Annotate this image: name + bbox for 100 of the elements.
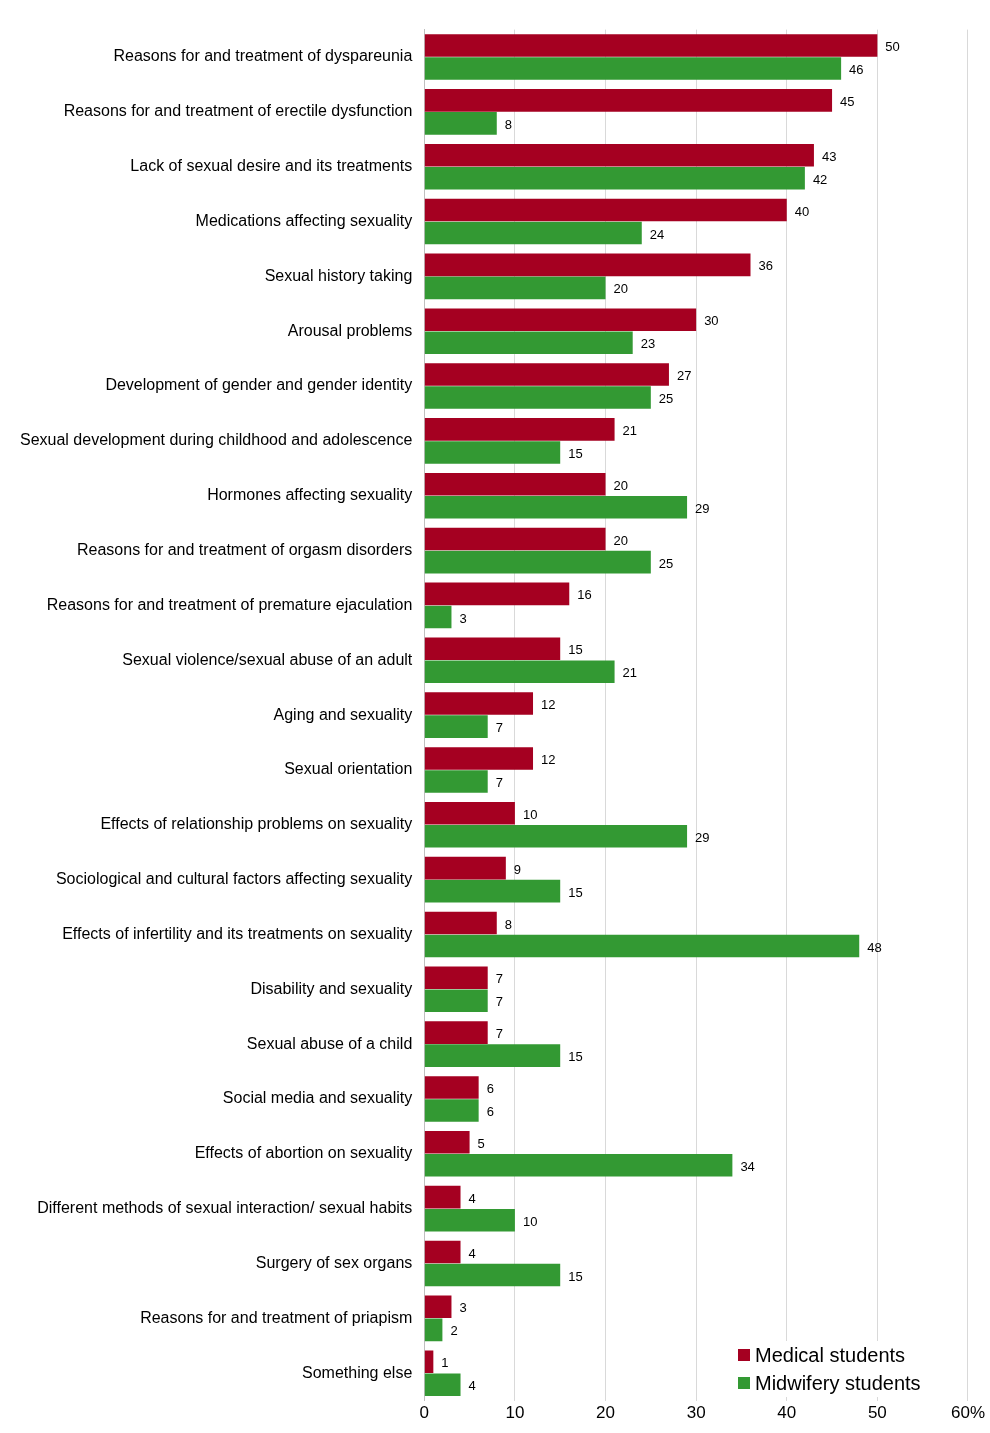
x-tick-label: 60% (950, 1403, 985, 1423)
bar (424, 198, 787, 222)
data-label: 27 (676, 368, 692, 384)
x-tick-label: 30 (686, 1403, 706, 1423)
data-label: 20 (613, 532, 628, 548)
data-label: 15 (568, 642, 583, 658)
y-tick-label: Lack of sexual desire and its treatments (130, 157, 413, 175)
data-label: 6 (486, 1081, 494, 1097)
bar (424, 692, 534, 715)
bar (424, 1208, 515, 1232)
bar (424, 715, 488, 738)
bar (424, 143, 814, 167)
data-label: 25 (658, 555, 674, 571)
y-tick-label: Reasons for and treatment of orgasm disorders (77, 540, 413, 558)
data-label: 34 (740, 1158, 755, 1174)
bar (424, 1185, 461, 1209)
y-tick-label: Sexual abuse of a child (246, 1034, 413, 1052)
y-tick-label: Different methods of sexual interaction/ sexual habits (37, 1199, 413, 1217)
bar (424, 637, 561, 661)
y-tick-label: Reasons for and treatment of priapism (140, 1308, 413, 1326)
data-label: 50 (885, 39, 900, 55)
x-tick-label: 50 (867, 1403, 887, 1423)
data-label: 12 (541, 752, 556, 767)
y-tick-label: Reasons for and treatment of premature ejaculation (46, 595, 413, 613)
bar (424, 441, 561, 464)
y-tick-label: Reasons for and treatment of dyspareunia (113, 47, 413, 65)
y-tick-label: Hormones affecting sexuality (207, 486, 413, 504)
data-label: 7 (495, 994, 503, 1010)
data-label: 3 (459, 1300, 467, 1316)
bar (424, 801, 515, 825)
y-tick-label: Sexual violence/sexual abuse of an adult (122, 650, 413, 668)
bar (424, 1263, 561, 1287)
bar (424, 660, 615, 684)
bar (424, 34, 878, 57)
bar (424, 989, 488, 1013)
data-label: 20 (613, 281, 628, 297)
data-label: 48 (867, 939, 882, 955)
bar (424, 253, 751, 277)
bar (424, 112, 497, 135)
data-label: 8 (504, 116, 513, 132)
data-label: 21 (622, 665, 638, 681)
data-label: 7 (495, 1026, 503, 1042)
y-tick-label: Sociological and cultural factors affecting sexuality (55, 870, 413, 888)
x-tick-label: 40 (777, 1403, 797, 1423)
bar (424, 221, 642, 245)
bar (424, 472, 606, 496)
bar (424, 856, 506, 880)
bar (424, 495, 688, 519)
x-tick-label: 20 (596, 1403, 615, 1423)
bar (424, 1044, 561, 1067)
bar (424, 582, 570, 606)
data-label: 46 (849, 62, 864, 78)
data-label: 23 (640, 336, 656, 352)
y-tick-label: Effects of relationship problems on sexuality (100, 815, 413, 833)
bar (424, 825, 688, 848)
bar (424, 89, 833, 112)
bar (424, 1318, 443, 1342)
data-label: 15 (568, 1268, 583, 1284)
data-label: 7 (495, 971, 503, 987)
bar (424, 770, 488, 793)
bar (424, 308, 697, 331)
data-label: 21 (622, 422, 638, 438)
y-tick-label: Reasons for and treatment of erectile dysfunction (63, 102, 413, 120)
data-label: 5 (477, 1135, 485, 1151)
bar (424, 605, 452, 629)
bar (424, 879, 561, 903)
y-tick-label: Sexual history taking (264, 266, 413, 284)
data-label: 30 (704, 313, 719, 329)
data-label: 10 (522, 806, 538, 822)
bar (424, 747, 534, 770)
bar (424, 527, 606, 551)
bar (424, 166, 805, 190)
y-tick-label: Something else (301, 1363, 413, 1381)
bar (424, 418, 615, 441)
bar (424, 331, 633, 355)
data-label: 24 (649, 226, 665, 242)
data-label: 7 (495, 775, 503, 791)
bar (424, 911, 497, 935)
data-label: 4 (468, 1378, 476, 1394)
y-tick-label: Disability and sexuality (250, 979, 413, 997)
bar (424, 1021, 488, 1044)
legend-label: Midwifery students (754, 1370, 921, 1396)
data-label: 20 (613, 477, 628, 493)
data-label: 1 (441, 1355, 449, 1371)
x-tick-label: 10 (505, 1403, 525, 1423)
data-label: 9 (513, 861, 522, 877)
y-tick-label: Social media and sexuality (222, 1089, 413, 1107)
bar (424, 1295, 452, 1319)
data-label: 12 (541, 697, 556, 713)
y-tick-label: Surgery of sex organs (255, 1253, 413, 1271)
data-label: 16 (577, 587, 592, 603)
legend-label: Medical students (754, 1342, 906, 1368)
y-tick-label: Sexual development during childhood and adolescence (20, 431, 413, 449)
bar (424, 276, 606, 300)
bar (424, 1240, 461, 1264)
bar (424, 363, 669, 386)
bar (424, 386, 651, 409)
data-label: 15 (568, 1049, 583, 1065)
data-label: 36 (758, 258, 773, 274)
data-label: 15 (568, 884, 583, 900)
